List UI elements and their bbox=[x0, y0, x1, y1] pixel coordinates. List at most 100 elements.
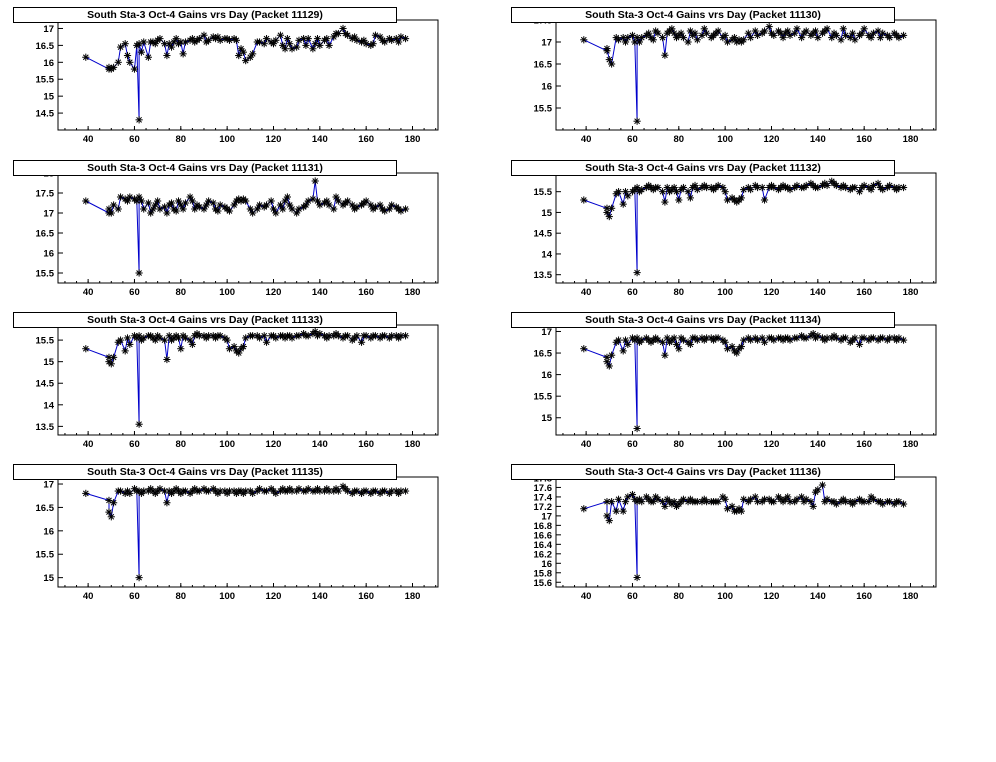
x-tick-label: 180 bbox=[405, 439, 421, 450]
data-point bbox=[684, 188, 692, 196]
data-point bbox=[686, 340, 694, 349]
x-tick-label: 80 bbox=[674, 591, 685, 602]
data-point bbox=[684, 38, 692, 46]
x-tick-label: 40 bbox=[581, 439, 592, 450]
data-point bbox=[608, 60, 616, 68]
data-point bbox=[823, 181, 831, 190]
data-point bbox=[654, 29, 662, 37]
data-point bbox=[605, 212, 613, 221]
data-point bbox=[325, 41, 333, 49]
data-point bbox=[116, 43, 125, 51]
x-tick-label: 100 bbox=[219, 591, 235, 602]
data-point bbox=[279, 205, 287, 213]
data-point bbox=[814, 486, 822, 494]
y-tick-label: 16.5 bbox=[534, 349, 553, 360]
data-point bbox=[661, 198, 669, 206]
data-point bbox=[624, 493, 632, 501]
x-tick-label: 140 bbox=[810, 134, 826, 145]
data-point bbox=[401, 332, 410, 340]
y-tick-label: 16 bbox=[541, 82, 552, 93]
data-point bbox=[126, 340, 134, 349]
data-point bbox=[649, 36, 657, 44]
data-point bbox=[658, 188, 667, 196]
chart-plot: 40 60 80 100 120 140 160 180 13.5 14 14.5 15 15.5 bbox=[534, 172, 937, 298]
data-point bbox=[376, 201, 384, 209]
data-point bbox=[123, 197, 132, 205]
data-point bbox=[867, 34, 875, 42]
data-point bbox=[105, 205, 113, 213]
data-point bbox=[116, 336, 125, 344]
data-point bbox=[719, 183, 727, 192]
chart-panel-11136: 40 60 80 100 120 140 160 180 15.6 15.8 16 16.2 16.4 1… bbox=[498, 457, 996, 609]
chart-panel-11129: 40 60 80 100 120 140 160 180 14.5 15 15.5 16 16.5 17 … bbox=[0, 0, 498, 152]
data-point bbox=[608, 498, 616, 506]
data-point bbox=[770, 31, 778, 39]
data-point bbox=[686, 194, 694, 202]
x-tick-label: 60 bbox=[627, 439, 638, 450]
y-tick-label: 15.5 bbox=[534, 104, 553, 115]
data-point bbox=[886, 498, 894, 506]
data-point bbox=[621, 38, 630, 46]
data-point bbox=[381, 38, 389, 46]
data-point bbox=[721, 338, 729, 346]
data-point bbox=[851, 36, 859, 44]
data-point bbox=[638, 498, 646, 506]
data-point bbox=[737, 507, 745, 515]
data-point bbox=[624, 192, 632, 200]
data-point bbox=[723, 505, 732, 513]
data-point bbox=[174, 197, 183, 205]
data-point bbox=[311, 177, 319, 185]
data-point bbox=[580, 345, 588, 353]
data-point bbox=[242, 57, 250, 65]
x-tick-label: 160 bbox=[856, 591, 872, 602]
data-point bbox=[839, 25, 847, 33]
y-tick-label: 16.5 bbox=[534, 60, 553, 71]
data-point bbox=[202, 201, 210, 209]
data-point bbox=[121, 347, 129, 355]
x-tick-label: 160 bbox=[358, 287, 374, 298]
x-tick-label: 60 bbox=[129, 591, 140, 602]
x-tick-label: 80 bbox=[176, 439, 187, 450]
data-point bbox=[624, 34, 632, 42]
data-point bbox=[283, 193, 291, 201]
data-point bbox=[200, 31, 208, 39]
data-point bbox=[334, 197, 342, 205]
y-tick-label: 17.6 bbox=[534, 483, 553, 494]
data-point bbox=[323, 197, 331, 205]
data-point bbox=[703, 29, 711, 37]
x-tick-label: 160 bbox=[358, 439, 374, 450]
y-tick-label: 16 bbox=[541, 370, 552, 381]
data-point bbox=[135, 40, 143, 48]
data-point bbox=[144, 53, 152, 61]
data-point bbox=[135, 269, 143, 277]
x-tick-label: 160 bbox=[358, 591, 374, 602]
y-tick-label: 15 bbox=[541, 208, 552, 219]
x-tick-label: 60 bbox=[129, 134, 140, 145]
data-point bbox=[814, 34, 822, 42]
data-point bbox=[281, 45, 289, 53]
data-point bbox=[670, 183, 678, 192]
x-tick-label: 160 bbox=[856, 439, 872, 450]
x-tick-label: 40 bbox=[581, 287, 592, 298]
data-point bbox=[675, 196, 683, 204]
data-point bbox=[614, 188, 623, 196]
x-tick-label: 120 bbox=[764, 134, 780, 145]
series-line bbox=[583, 332, 904, 429]
series-line bbox=[85, 27, 406, 120]
y-tick-label: 15 bbox=[43, 92, 54, 103]
y-tick-label: 16.4 bbox=[534, 540, 553, 551]
data-point bbox=[269, 205, 278, 213]
data-point bbox=[760, 338, 769, 346]
x-tick-label: 180 bbox=[903, 439, 919, 450]
data-point bbox=[302, 41, 310, 49]
data-point bbox=[313, 35, 322, 43]
data-point bbox=[369, 40, 377, 48]
data-point bbox=[230, 201, 238, 209]
data-point bbox=[276, 31, 285, 39]
y-tick-label: 14.5 bbox=[36, 109, 55, 120]
data-point bbox=[654, 495, 662, 503]
data-point bbox=[603, 45, 611, 53]
data-point bbox=[677, 29, 685, 37]
y-tick-label: 16.8 bbox=[534, 521, 553, 532]
